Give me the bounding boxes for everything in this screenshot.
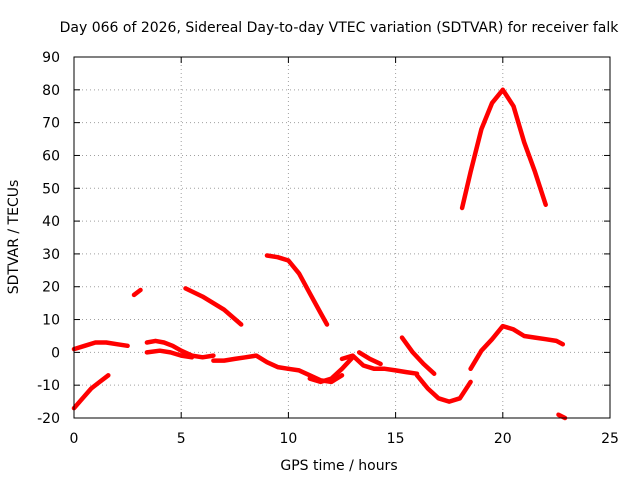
y-tick-label: 60 [42,148,60,164]
y-tick-label: 30 [42,247,60,263]
series-track-9 [286,366,345,385]
y-tick-label: -10 [37,378,60,394]
series-track-7 [211,353,291,372]
x-tick-label: 0 [70,431,79,447]
x-tick-label: 25 [601,431,619,447]
series-track-14 [414,373,473,404]
x-tick-label: 5 [177,431,186,447]
y-tick-label: 90 [42,50,60,66]
x-axis-title: GPS time / hours [280,458,397,474]
y-tick-label: -20 [37,411,60,427]
series-track-15 [468,323,566,372]
x-tick-label: 15 [387,431,405,447]
data-series [71,87,568,421]
x-tick-label: 10 [279,431,297,447]
series-track-4 [144,338,216,360]
axis-ticks: 0 5 10 15 20 25 -20 -10 0 10 20 30 40 50 60 70 80 90 [37,50,619,447]
series-track-2 [71,340,130,352]
y-tick-label: 40 [42,214,60,230]
series-track-12 [356,350,383,367]
series-track-16 [459,87,548,211]
y-tick-label: 0 [51,345,60,361]
series-track-3 [131,287,143,298]
series-track-5 [144,348,195,360]
series-track-11 [339,353,420,376]
chart-title: Day 066 of 2026, Sidereal Day-to-day VTE… [60,20,620,36]
y-tick-label: 20 [42,280,60,296]
y-tick-label: 80 [42,83,60,99]
series-track-10 [307,355,355,385]
grid-lines [74,57,610,418]
plot-frame [73,56,611,419]
series-track-8 [264,253,330,327]
x-tick-label: 20 [494,431,512,447]
series-track-1 [71,373,111,411]
series-track-6 [183,286,244,327]
series-track-17 [556,412,568,421]
series-track-13 [399,335,437,376]
y-tick-label: 50 [42,181,60,197]
y-tick-label: 10 [42,313,60,329]
y-tick-label: 70 [42,116,60,132]
y-axis-title: SDTVAR / TECUs [6,180,22,295]
